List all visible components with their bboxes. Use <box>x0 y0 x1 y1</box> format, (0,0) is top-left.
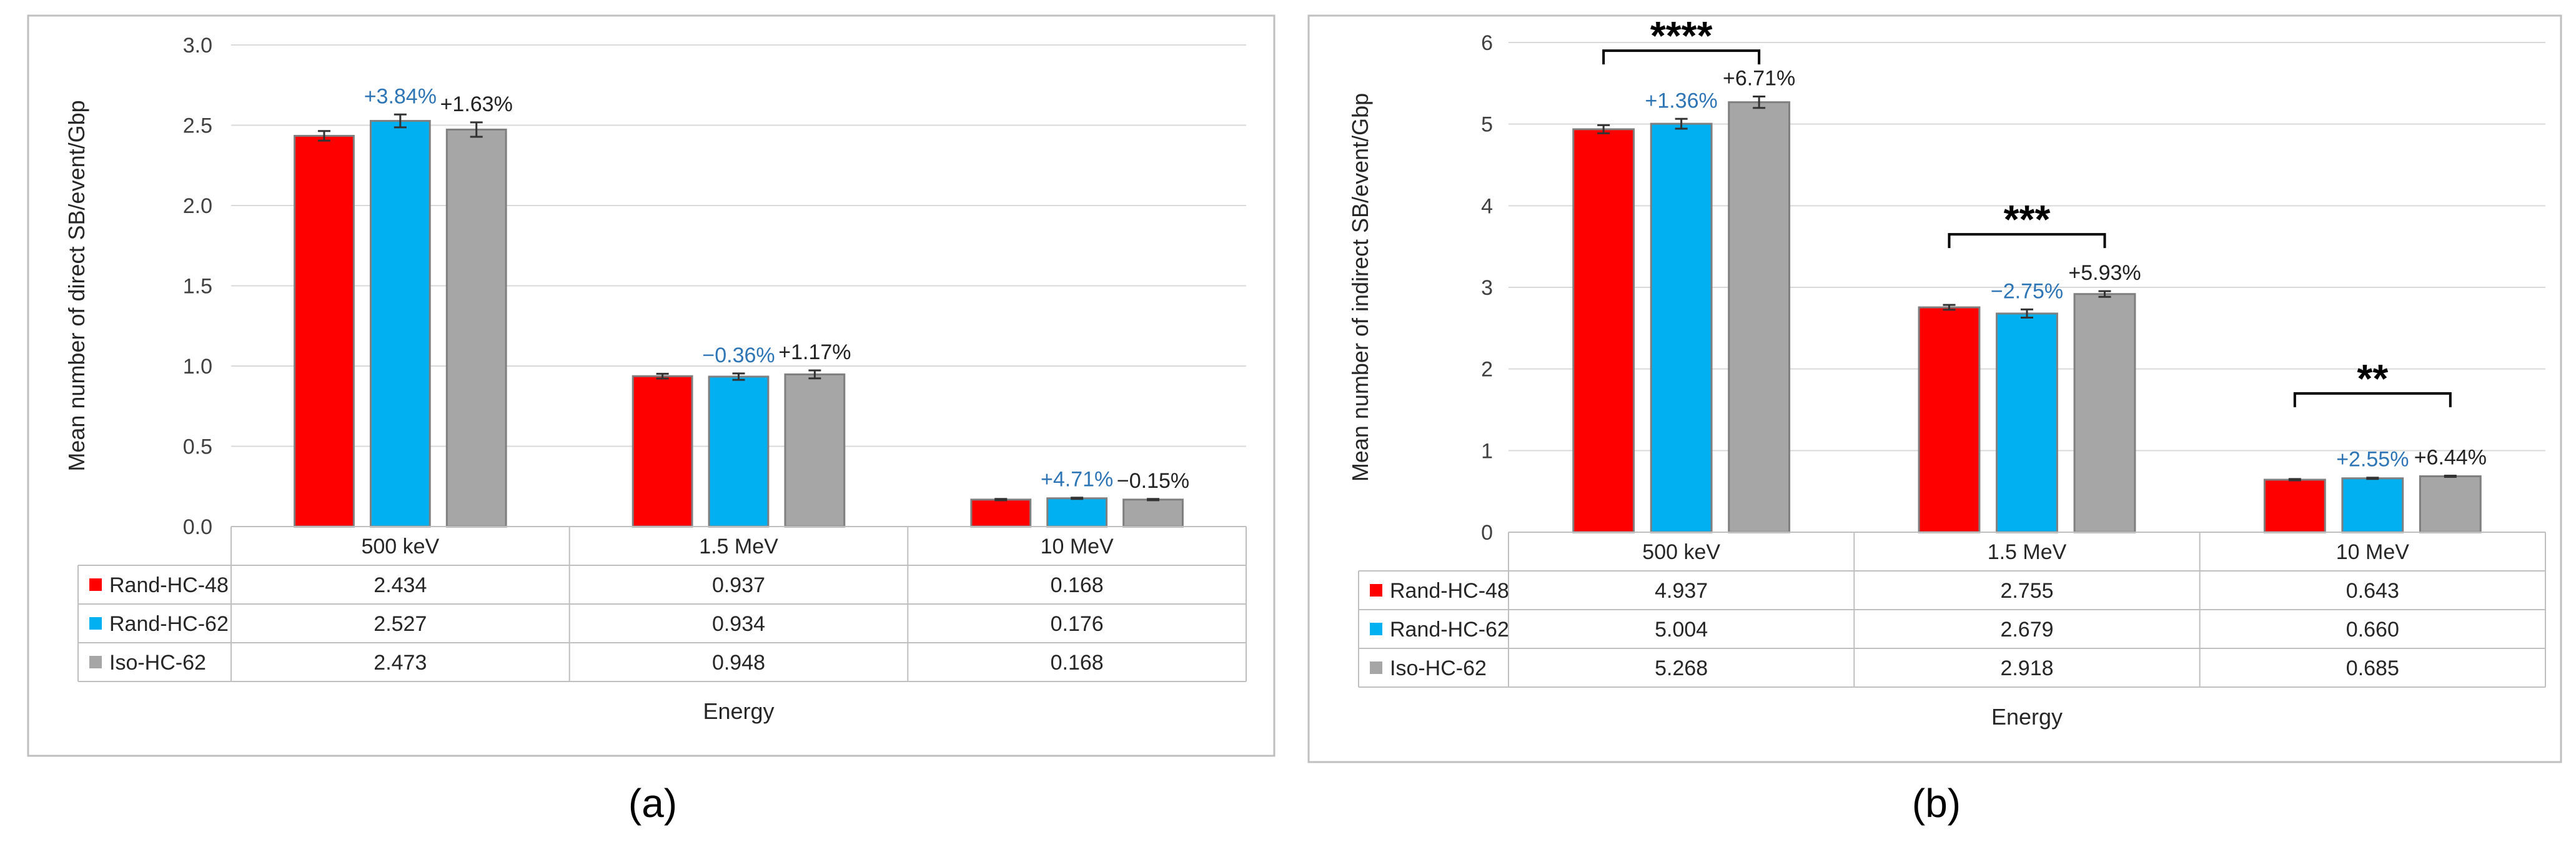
y-tick-label: 1.0 <box>183 355 212 379</box>
bar-iso-hc-62-2 <box>2419 475 2482 533</box>
percent-annotation: +1.63% <box>440 92 513 116</box>
y-tick-label: 0.5 <box>183 435 212 459</box>
percent-annotation: +5.93% <box>2068 261 2141 285</box>
table-cell: 0.948 <box>712 651 765 675</box>
significance-stars: **** <box>1650 13 1713 58</box>
bar-rand-hc-62-2 <box>1046 497 1108 528</box>
percent-annotation: +6.71% <box>1723 67 1795 91</box>
table-cell: 0.934 <box>712 612 765 636</box>
table-cell: 2.679 <box>2000 618 2053 641</box>
bar-rand-hc-48-2 <box>2263 478 2326 533</box>
y-tick-label: 5 <box>1481 113 1493 137</box>
table-cell: 5.004 <box>1655 618 1708 641</box>
legend-label: Iso-HC-62 <box>1390 656 1487 680</box>
table-cell: 2.527 <box>374 612 427 636</box>
table-cell: 5.268 <box>1655 656 1708 680</box>
bar-iso-hc-62-1 <box>2073 293 2136 533</box>
y-tick-label: 0 <box>1481 521 1493 545</box>
category-label: 500 keV <box>361 535 439 558</box>
category-label: 1.5 MeV <box>1988 540 2067 564</box>
y-tick-label: 2.0 <box>183 194 212 218</box>
percent-annotation: +4.71% <box>1041 468 1113 492</box>
legend-swatch-rand-hc-62 <box>89 617 102 630</box>
percent-annotation: −0.36% <box>702 344 775 367</box>
table-cell: 2.918 <box>2000 656 2053 680</box>
panel-label: (b) <box>1912 781 1961 826</box>
significance-bracket <box>1948 233 2106 249</box>
bar-rand-hc-48-0 <box>1572 128 1635 533</box>
y-axis-label: Mean number of direct SB/event/Gbp <box>64 100 89 471</box>
significance-stars: ** <box>2357 356 2388 401</box>
percent-annotation: −0.15% <box>1117 469 1189 493</box>
y-tick-label: 6 <box>1481 31 1493 55</box>
y-tick-label: 2 <box>1481 358 1493 382</box>
table-cell: 0.937 <box>712 573 765 597</box>
table-cell: 0.168 <box>1051 573 1104 597</box>
significance-bracket <box>1602 49 1761 65</box>
percent-annotation: −2.75% <box>1991 279 2063 303</box>
table-cell: 0.685 <box>2346 656 2399 680</box>
legend-label: Rand-HC-62 <box>109 612 229 636</box>
bar-rand-hc-48-0 <box>294 134 355 528</box>
table-cell: 0.643 <box>2346 579 2399 603</box>
category-label: 10 MeV <box>1041 535 1114 558</box>
bar-rand-hc-48-2 <box>970 498 1032 528</box>
x-axis-label: Energy <box>703 698 774 724</box>
percent-annotation: +1.36% <box>1645 89 1718 112</box>
bar-iso-hc-62-0 <box>445 128 507 528</box>
category-label: 10 MeV <box>2336 540 2409 564</box>
bar-iso-hc-62-2 <box>1122 498 1184 528</box>
table-cell: 2.434 <box>374 573 427 597</box>
chart-b: 0 1 2 3 4 5 6 Mean number of indirect SB/event/… <box>1307 13 2562 763</box>
legend-label: Rand-HC-48 <box>1390 579 1509 603</box>
y-axis-label: Mean number of indirect SB/event/Gbp <box>1347 93 1373 482</box>
y-tick-label: 1 <box>1481 439 1493 463</box>
y-tick-label: 1.5 <box>183 275 212 299</box>
y-tick-label: 2.5 <box>183 114 212 138</box>
table-cell: 0.660 <box>2346 618 2399 641</box>
chart-a: 0.0 0.5 1.0 1.5 2.0 2.5 3.0 Mean number of dire… <box>27 14 1276 757</box>
legend-label: Iso-HC-62 <box>109 651 206 675</box>
bar-rand-hc-62-1 <box>708 375 770 528</box>
legend-label: Rand-HC-48 <box>109 573 229 597</box>
table-cell: 2.755 <box>2000 579 2053 603</box>
percent-annotation: +1.17% <box>778 340 851 364</box>
bar-rand-hc-62-2 <box>2341 477 2404 533</box>
bar-iso-hc-62-0 <box>1728 101 1791 533</box>
legend-swatch-rand-hc-48 <box>1370 584 1382 597</box>
percent-annotation: +6.44% <box>2414 445 2487 469</box>
bar-rand-hc-48-1 <box>1918 306 1981 533</box>
bar-rand-hc-62-0 <box>369 120 431 528</box>
x-axis-label: Energy <box>1991 704 2063 730</box>
bar-rand-hc-48-1 <box>632 375 693 528</box>
y-tick-label: 0.0 <box>183 515 212 539</box>
bar-rand-hc-62-1 <box>1996 312 2058 533</box>
y-tick-label: 4 <box>1481 194 1493 218</box>
significance-bracket <box>2293 392 2452 407</box>
legend-swatch-rand-hc-62 <box>1370 623 1382 635</box>
legend-swatch-iso-hc-62 <box>89 656 102 668</box>
y-tick-label: 3.0 <box>183 34 212 57</box>
category-label: 1.5 MeV <box>699 535 778 558</box>
table-cell: 0.168 <box>1051 651 1104 675</box>
legend-swatch-iso-hc-62 <box>1370 661 1382 674</box>
bar-iso-hc-62-1 <box>784 373 846 528</box>
legend-swatch-rand-hc-48 <box>89 578 102 591</box>
table-cell: 2.473 <box>374 651 427 675</box>
y-tick-label: 3 <box>1481 276 1493 300</box>
table-cell: 0.176 <box>1051 612 1104 636</box>
legend-label: Rand-HC-62 <box>1390 618 1509 641</box>
category-label: 500 keV <box>1642 540 1720 564</box>
percent-annotation: +2.55% <box>2336 448 2409 472</box>
table-cell: 4.937 <box>1655 579 1708 603</box>
significance-stars: *** <box>2004 197 2051 242</box>
percent-annotation: +3.84% <box>364 84 437 108</box>
panel-label: (a) <box>628 781 677 826</box>
bar-rand-hc-62-0 <box>1650 122 1713 533</box>
